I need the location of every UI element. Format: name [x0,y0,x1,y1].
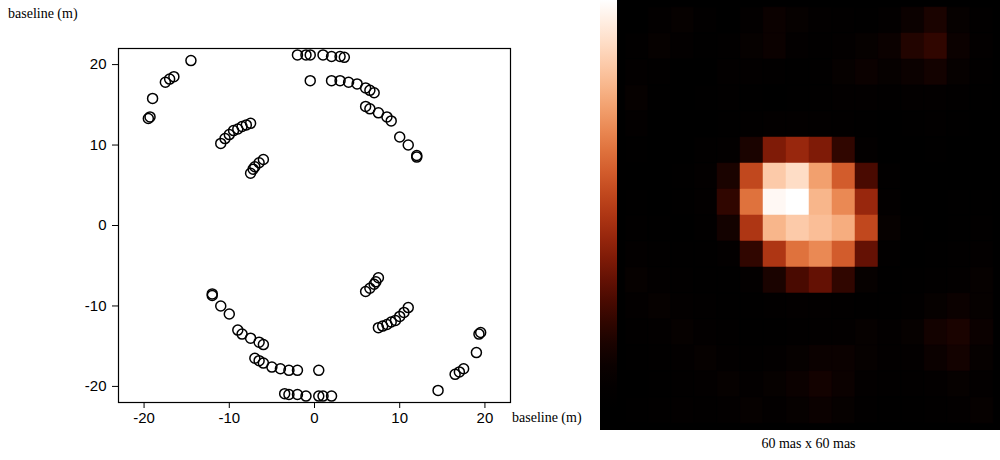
svg-text:10: 10 [391,409,408,426]
svg-text:10: 10 [90,136,107,153]
svg-text:-20: -20 [133,409,155,426]
svg-text:-10: -10 [85,297,107,314]
html-text:baseline (m): baseline (m) [512,410,582,425]
html-text:baseline (m): baseline (m) [8,6,78,21]
svg-text:-10: -10 [218,409,240,426]
svg-text:20: 20 [477,409,494,426]
html-text:60 mas x 60 mas: 60 mas x 60 mas [761,436,856,451]
svg-text:0: 0 [98,216,106,233]
svg-text:20: 20 [90,55,107,72]
svg-text:-20: -20 [85,377,107,394]
svg-text:0: 0 [310,409,318,426]
